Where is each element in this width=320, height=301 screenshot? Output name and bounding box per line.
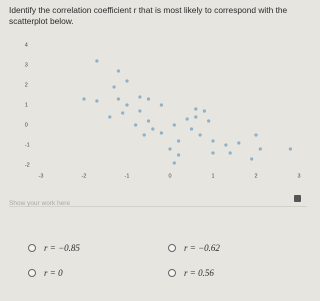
- scatter-point: [146, 119, 151, 123]
- scatter-point: [224, 143, 228, 147]
- work-placeholder: Show your work here: [9, 200, 71, 207]
- scatter-point: [254, 133, 258, 137]
- scatter-point: [95, 59, 99, 63]
- option-label: r = 0.56: [184, 268, 214, 278]
- scatter-point: [138, 109, 142, 113]
- scatter-point: [207, 119, 211, 123]
- scatter-point: [185, 117, 189, 121]
- radio-button[interactable]: [28, 269, 36, 277]
- scatter-point: [198, 133, 202, 137]
- scatter-point: [146, 97, 151, 101]
- x-tick-label: 1: [211, 173, 214, 179]
- work-area[interactable]: Show your work here: [9, 192, 307, 207]
- x-tick-label: -2: [82, 173, 87, 179]
- x-tick-label: 2: [254, 173, 257, 179]
- y-tick-label: -1: [25, 142, 30, 148]
- option-label: r = −0.62: [184, 243, 220, 253]
- y-tick-label: 0: [25, 122, 28, 128]
- x-tick-label: -3: [39, 173, 44, 179]
- scatter-point: [258, 147, 262, 151]
- scatter-point: [125, 79, 129, 83]
- toolbar-icon[interactable]: [294, 195, 301, 202]
- scatter-point: [151, 127, 155, 131]
- answer-option[interactable]: r = 0: [28, 268, 63, 278]
- y-tick-label: 1: [25, 102, 28, 108]
- scatter-point: [116, 97, 120, 101]
- scatter-point: [228, 151, 232, 155]
- scatter-point: [177, 139, 181, 143]
- scatter-point: [121, 111, 125, 115]
- scatter-point: [82, 97, 86, 101]
- scatter-point: [288, 147, 292, 151]
- scatter-point: [237, 141, 241, 145]
- scatter-point: [134, 123, 138, 127]
- scatter-point: [211, 139, 215, 143]
- scatter-point: [172, 161, 176, 165]
- scatter-point: [142, 133, 146, 137]
- x-tick-label: 3: [297, 173, 300, 179]
- scatter-point: [112, 85, 116, 89]
- x-tick-label: -1: [125, 173, 130, 179]
- scatter-point: [211, 151, 215, 155]
- scatter-point: [108, 115, 112, 119]
- option-label: r = −0.85: [44, 243, 80, 253]
- question-text: Identify the correlation coefficient r t…: [9, 5, 288, 26]
- scatter-point: [138, 95, 142, 99]
- scatter-point: [116, 69, 120, 73]
- scatter-point: [159, 131, 163, 135]
- scatter-point: [168, 147, 172, 151]
- radio-button[interactable]: [168, 269, 176, 277]
- radio-button[interactable]: [28, 244, 36, 252]
- y-tick-label: 3: [25, 62, 28, 68]
- answer-option[interactable]: r = 0.56: [168, 268, 214, 278]
- answer-option[interactable]: r = −0.62: [168, 243, 220, 253]
- scatter-point: [177, 153, 181, 157]
- scatter-point: [95, 99, 99, 103]
- option-label: r = 0: [44, 268, 63, 278]
- scatter-point: [194, 115, 198, 119]
- scatterplot: -2 -1 0 1 2 3 4 -3 -2 -1 0 1 2 3: [25, 42, 301, 179]
- y-tick-label: 2: [25, 82, 28, 88]
- y-tick-label: 4: [25, 42, 28, 48]
- answer-option[interactable]: r = −0.85: [28, 243, 80, 253]
- scatter-point: [250, 157, 254, 161]
- scatter-point: [159, 103, 163, 107]
- scatter-point: [202, 109, 206, 113]
- scatter-point: [189, 127, 194, 131]
- radio-button[interactable]: [168, 244, 176, 252]
- y-tick-label: -2: [25, 162, 30, 168]
- scatter-point: [125, 103, 129, 107]
- x-tick-label: 0: [168, 173, 171, 179]
- scatter-point: [194, 107, 198, 111]
- scatter-point: [172, 123, 176, 127]
